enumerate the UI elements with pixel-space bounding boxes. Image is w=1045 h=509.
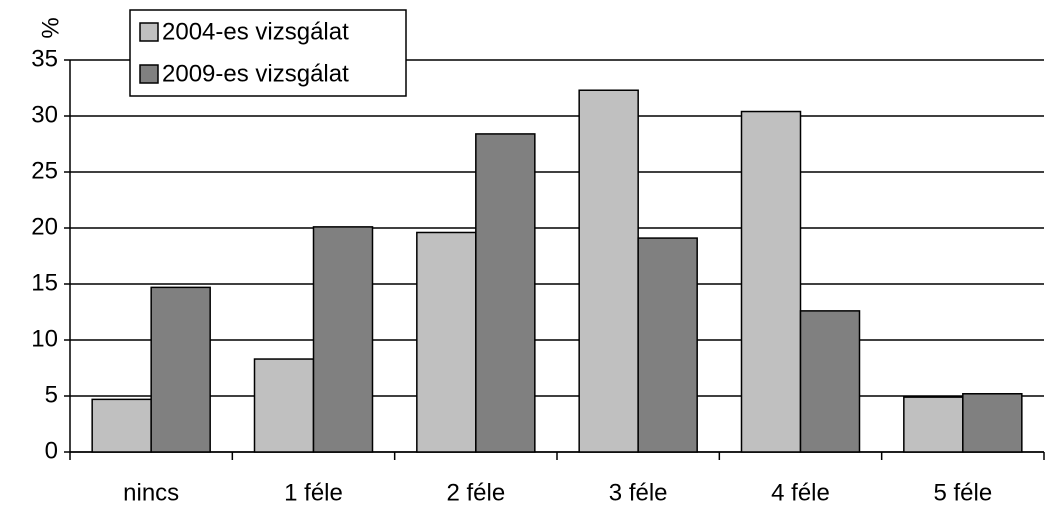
y-tick-label: 5 <box>45 381 58 408</box>
y-tick-label: 30 <box>31 101 58 128</box>
legend-label: 2004-es vizsgálat <box>162 18 349 45</box>
legend-label: 2009-es vizsgálat <box>162 60 349 87</box>
x-tick-label: nincs <box>123 479 179 506</box>
bar <box>416 231 477 453</box>
bar <box>578 89 639 453</box>
legend-swatch <box>139 64 159 84</box>
bar <box>475 133 536 453</box>
bar <box>740 110 802 453</box>
bar <box>312 226 374 453</box>
bar <box>799 310 861 453</box>
y-tick-label: 0 <box>45 437 58 464</box>
x-tick-label: 3 féle <box>609 479 668 506</box>
bar <box>253 358 315 453</box>
y-tick-label: 35 <box>31 45 58 72</box>
y-tick-label: 20 <box>31 213 58 240</box>
bar <box>637 237 698 453</box>
bar <box>903 396 964 453</box>
x-tick-label: 1 féle <box>284 479 343 506</box>
x-tick-label: 2 féle <box>446 479 505 506</box>
x-tick-label: 4 féle <box>771 479 830 506</box>
y-tick-label: 10 <box>31 325 58 352</box>
bar <box>962 393 1023 453</box>
y-axis-label: % <box>37 17 64 38</box>
bar <box>91 398 152 453</box>
legend-box <box>129 9 407 97</box>
y-tick-label: 15 <box>31 269 58 296</box>
x-tick-label: 5 féle <box>933 479 992 506</box>
bar <box>150 286 211 453</box>
legend-swatch <box>139 22 159 42</box>
y-tick-label: 25 <box>31 157 58 184</box>
